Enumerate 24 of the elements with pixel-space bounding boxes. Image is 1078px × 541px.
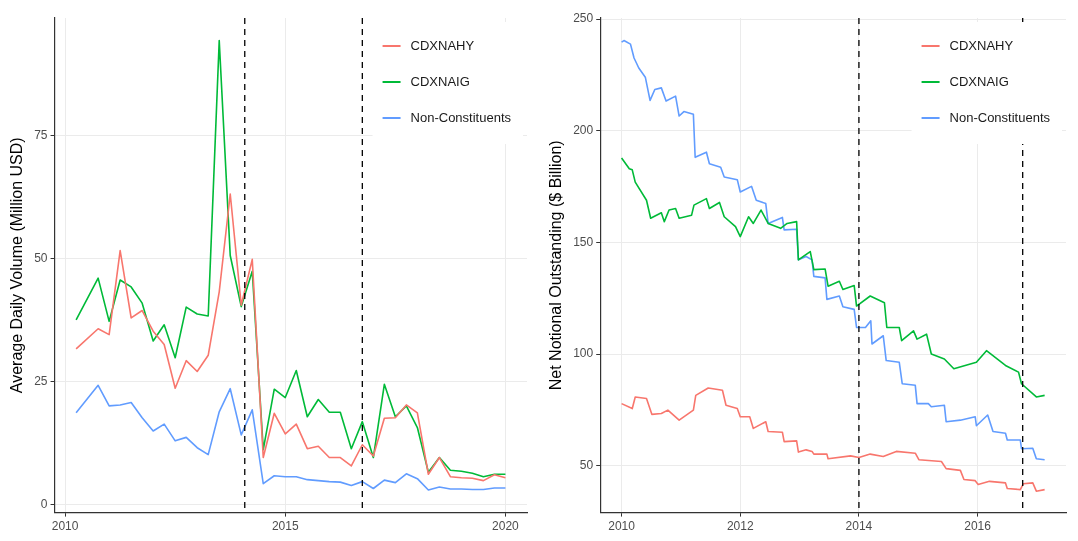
x-tick-label: 2010 [608, 519, 636, 534]
legend-label: CDXNAIG [410, 73, 470, 89]
y-tick-label: 25 [34, 374, 48, 389]
legend-label: Non-Constituents [949, 109, 1051, 125]
x-tick-label: 2020 [492, 519, 520, 534]
y-axis-title: Average Daily Volume (Million USD) [8, 137, 26, 394]
legend-label: Non-Constituents [410, 109, 512, 125]
y-tick-label: 100 [573, 346, 594, 361]
x-tick-label: 2010 [51, 519, 79, 534]
y-tick-label: 150 [573, 234, 594, 249]
x-tick-label: 2014 [845, 519, 873, 534]
y-tick-label: 75 [34, 128, 48, 143]
legend-label: CDXNAIG [949, 73, 1009, 89]
legend-label: CDXNAHY [949, 37, 1014, 53]
x-tick-label: 2012 [726, 519, 754, 534]
y-axis-title: Net Notional Outstanding ($ Billion) [547, 140, 565, 391]
legend-label: CDXNAHY [410, 37, 475, 53]
x-tick-label: 2015 [271, 519, 299, 534]
x-tick-label: 2016 [964, 519, 992, 534]
y-tick-label: 0 [40, 497, 48, 512]
y-tick-label: 250 [573, 11, 594, 26]
y-tick-label: 50 [579, 458, 594, 473]
y-tick-label: 200 [573, 123, 594, 138]
y-tick-label: 50 [34, 251, 48, 266]
